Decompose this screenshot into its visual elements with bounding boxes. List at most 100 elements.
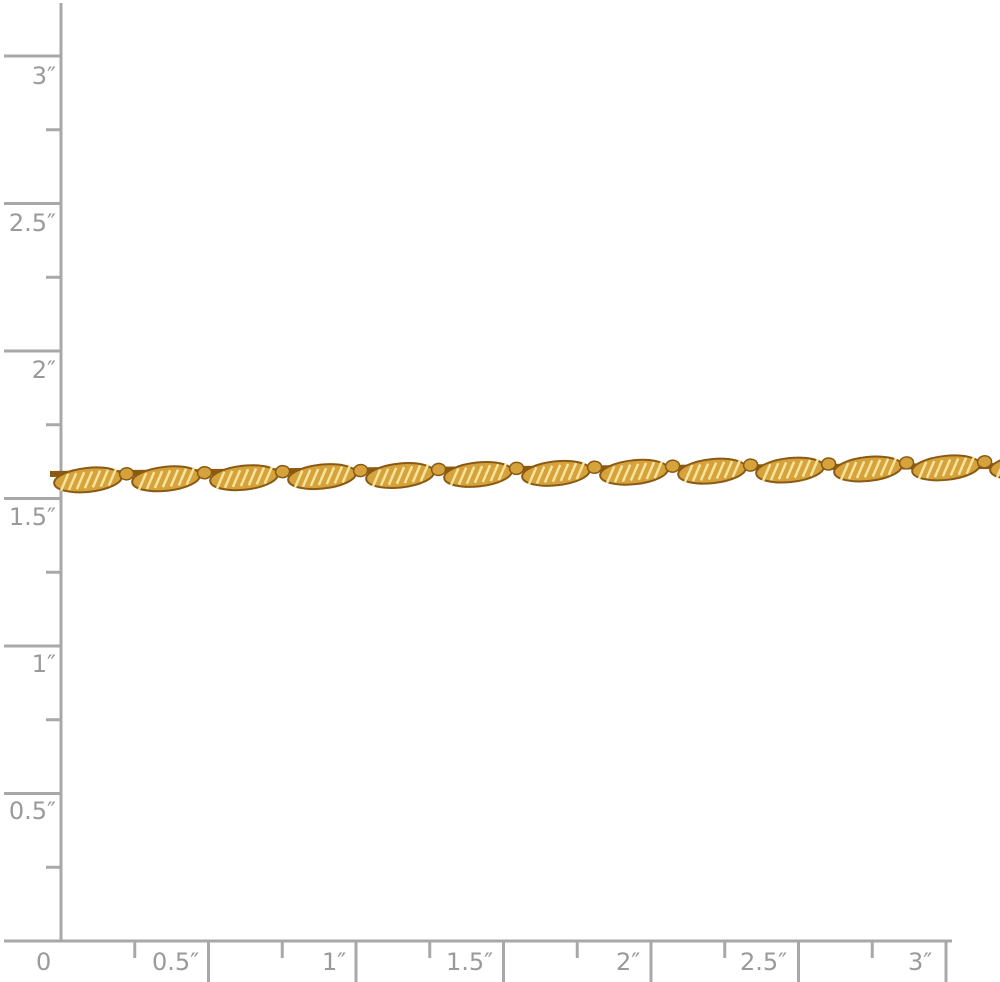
link-highlight xyxy=(785,461,796,479)
link-highlight xyxy=(575,461,586,480)
link-highlight xyxy=(535,466,546,484)
link-highlight xyxy=(965,456,976,475)
link-highlight xyxy=(75,471,86,490)
link-highlight xyxy=(341,465,352,483)
chain-knot xyxy=(742,458,759,472)
link-highlight xyxy=(683,464,694,483)
y-label-0-5: 0.5″ xyxy=(8,797,56,825)
link-highlight xyxy=(527,466,538,485)
chain-twist xyxy=(989,453,1000,481)
x-label-3: 3″ xyxy=(908,948,933,976)
link-highlight xyxy=(691,463,702,482)
chain-twist xyxy=(209,464,291,492)
link-highlight xyxy=(613,464,624,483)
chain-knot xyxy=(196,465,213,480)
x-label-1-5: 1.5″ xyxy=(446,948,494,976)
link-highlight xyxy=(403,465,414,484)
chain-knot xyxy=(586,460,603,475)
link-highlight xyxy=(379,468,390,487)
chain-twist xyxy=(911,454,993,482)
link-highlight xyxy=(879,458,890,477)
chain-twist xyxy=(755,456,837,484)
link-highlight xyxy=(801,459,812,478)
link-highlight xyxy=(761,463,772,482)
link-highlight xyxy=(247,467,258,486)
link-highlight xyxy=(863,459,874,478)
link-highlight xyxy=(497,462,508,481)
link-highlight xyxy=(457,467,468,485)
link-highlight xyxy=(301,469,312,488)
chain-knot xyxy=(664,459,681,473)
link-highlight xyxy=(239,468,250,487)
link-highlight xyxy=(215,471,226,490)
chain-knot xyxy=(274,464,291,479)
chain-twist xyxy=(287,463,369,491)
link-highlight xyxy=(957,457,968,476)
x-label-2: 2″ xyxy=(616,948,641,976)
link-highlight xyxy=(309,468,320,487)
chain-knot xyxy=(976,455,993,469)
chain-twist xyxy=(443,460,525,488)
link-highlight xyxy=(645,461,656,480)
link-highlight xyxy=(839,462,850,481)
link-highlight xyxy=(67,472,78,491)
link-highlight xyxy=(847,461,858,480)
y-label-2: 2″ xyxy=(31,356,56,384)
link-highlight xyxy=(871,459,882,478)
x-label-0: 0 xyxy=(36,948,52,976)
y-label-3: 3″ xyxy=(31,62,56,90)
link-highlight xyxy=(107,468,118,487)
link-highlight xyxy=(769,462,780,481)
link-highlight xyxy=(637,462,648,481)
link-highlight xyxy=(605,465,616,484)
link-highlight xyxy=(917,461,928,480)
link-highlight xyxy=(91,470,102,488)
link-highlight xyxy=(169,468,180,487)
link-highlight xyxy=(325,466,336,485)
chain-twist xyxy=(365,462,447,489)
link-highlight xyxy=(715,461,726,480)
link-highlight xyxy=(777,461,788,480)
link-highlight xyxy=(793,460,804,479)
link-highlight xyxy=(699,463,710,481)
x-label-1: 1″ xyxy=(322,948,347,976)
chain-knot xyxy=(430,462,447,477)
link-highlight xyxy=(83,470,94,489)
chain-knot xyxy=(508,461,525,476)
link-highlight xyxy=(855,460,866,479)
link-highlight xyxy=(629,463,640,482)
chain-twist xyxy=(677,457,759,485)
link-highlight xyxy=(255,467,266,485)
chain-twist xyxy=(131,465,213,493)
link-highlight xyxy=(559,463,570,482)
link-highlight xyxy=(59,473,70,492)
link-highlight xyxy=(411,464,422,483)
link-highlight xyxy=(481,464,492,483)
y-label-2-5: 2.5″ xyxy=(8,209,56,237)
chain-twist xyxy=(521,459,603,487)
link-highlight xyxy=(809,458,820,477)
chain-knot xyxy=(352,463,369,478)
link-highlight xyxy=(333,465,344,484)
link-highlight xyxy=(145,471,156,490)
link-highlight xyxy=(137,472,148,491)
link-highlight xyxy=(317,467,328,486)
link-highlight xyxy=(387,467,398,486)
link-highlight xyxy=(293,470,304,488)
link-highlight xyxy=(731,459,742,478)
chain-knot xyxy=(820,457,837,471)
chain-link xyxy=(989,453,1000,481)
y-label-1-5: 1.5″ xyxy=(8,503,56,531)
link-highlight xyxy=(465,466,476,485)
y-label-1: 1″ xyxy=(31,650,56,678)
link-highlight xyxy=(941,458,952,477)
chain-twist xyxy=(53,466,135,494)
chain-twist xyxy=(599,458,681,486)
link-highlight xyxy=(933,459,944,478)
link-highlight xyxy=(449,467,460,486)
link-highlight xyxy=(653,460,664,479)
link-highlight xyxy=(263,466,274,485)
link-highlight xyxy=(949,458,960,476)
